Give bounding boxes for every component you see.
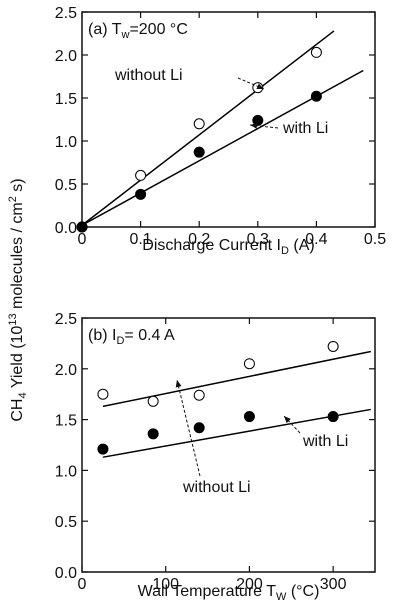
data-point (310, 90, 322, 102)
annotation: with Li (282, 120, 328, 137)
y-axis-label: CH4 Yield (1013 molecules / cm2 s) (7, 178, 29, 421)
y-tick-label: 1.0 (55, 463, 77, 480)
y-tick-label: 0.5 (55, 514, 77, 531)
fit-line (102, 408, 371, 458)
y-tick-label: 2.5 (55, 5, 77, 22)
annotation-arrow (283, 415, 301, 434)
panel-title-part: (b) I (88, 327, 116, 344)
data-point (310, 46, 322, 58)
x-axis-label-part: D (281, 245, 289, 257)
annotation: without Li (182, 479, 251, 496)
x-axis-label-part: (A) (289, 237, 315, 254)
x-axis-label: Discharge Current ID (A) (142, 237, 314, 257)
x-tick-label: 0.4 (305, 231, 327, 248)
panel-title: (a) Tw=200 °C (88, 21, 188, 41)
annotation: without Li (114, 67, 183, 84)
data-point (135, 188, 147, 200)
y-tick-label: 0.0 (55, 565, 77, 582)
panel-title-part: (a) T (88, 21, 122, 38)
x-tick-label: 0.5 (364, 231, 386, 248)
y-tick-label: 1.0 (55, 134, 77, 151)
data-point (147, 395, 159, 407)
x-tick-label: 0.3 (247, 231, 269, 248)
y-tick-label: 1.5 (55, 91, 77, 108)
data-point (193, 422, 205, 434)
x-tick-label: 0 (78, 231, 87, 248)
y-tick-label: 2.5 (55, 311, 77, 328)
panel-title-part: D (116, 335, 124, 347)
plot-frame (81, 11, 376, 228)
data-point (135, 169, 147, 181)
panel-title-part: = 0.4 A (124, 327, 175, 344)
x-tick-label: 0.1 (129, 231, 151, 248)
data-point (193, 146, 205, 158)
fit-line (102, 350, 371, 408)
data-point (327, 340, 339, 352)
x-tick-label: 100 (152, 576, 179, 593)
panel-title-part: w (120, 29, 129, 41)
y-tick-label: 0.5 (55, 177, 77, 194)
panel-title: (b) ID= 0.4 A (88, 327, 175, 347)
x-axis-label-part: (°C) (286, 583, 319, 600)
data-point (243, 411, 255, 423)
x-tick-label: 200 (236, 576, 263, 593)
y-tick-label: 2.0 (55, 362, 77, 379)
data-point (193, 389, 205, 401)
annotation: with Li (302, 433, 348, 450)
fit-line (81, 30, 335, 226)
data-point (147, 428, 159, 440)
data-point (327, 411, 339, 423)
data-point (97, 388, 109, 400)
plot-frame (81, 317, 376, 573)
x-tick-label: 0.2 (188, 231, 210, 248)
x-tick-label: 0 (78, 576, 87, 593)
x-axis-label: Wall Temperature TW (°C) (138, 583, 320, 603)
y-tick-label: 2.0 (55, 48, 77, 65)
x-axis-label-part: Wall Temperature T (138, 583, 277, 600)
data-point (252, 114, 264, 126)
y-tick-label: 1.5 (55, 413, 77, 430)
x-tick-label: 300 (320, 576, 347, 593)
x-axis-label-part: Discharge Current I (142, 237, 281, 254)
panel-title-part: =200 °C (129, 21, 187, 38)
data-point (97, 443, 109, 455)
y-tick-label: 0.0 (55, 220, 77, 237)
data-point (193, 118, 205, 130)
x-axis-label-part: W (276, 591, 287, 603)
data-point (76, 221, 88, 233)
data-point (243, 358, 255, 370)
annotation-arrow (175, 379, 201, 477)
